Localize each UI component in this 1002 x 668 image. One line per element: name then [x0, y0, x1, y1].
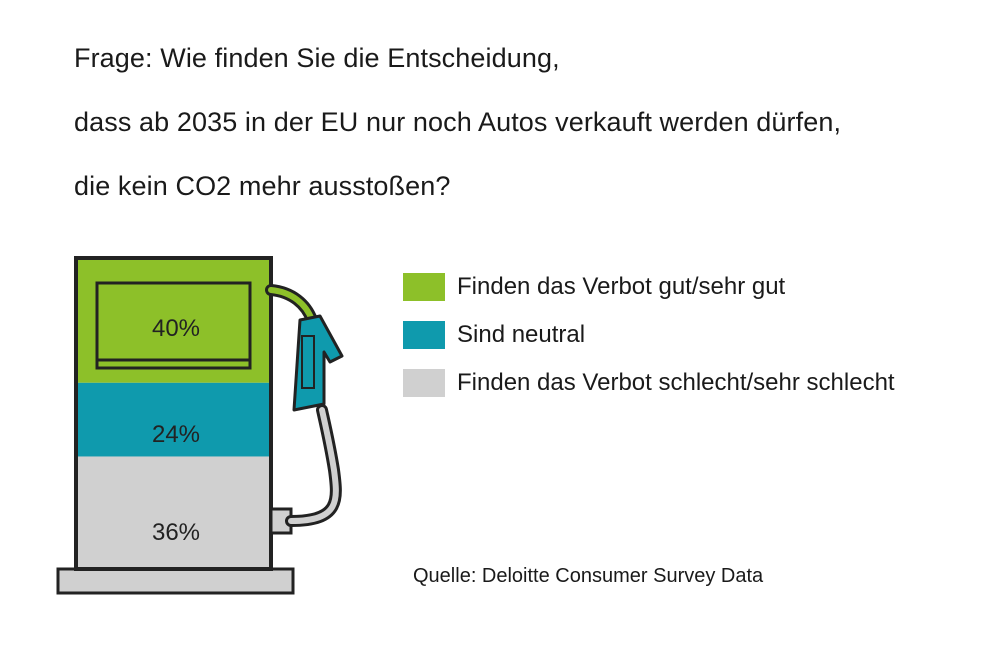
question-line-2: dass ab 2035 in der EU nur noch Autos ve…	[74, 107, 842, 137]
legend-item-gut: Finden das Verbot gut/sehr gut	[403, 268, 963, 306]
pump-base	[56, 567, 295, 595]
segment-schlecht	[78, 456, 269, 567]
segment-neutral	[78, 382, 269, 457]
nozzle-handle	[301, 335, 315, 389]
pump-body-outline	[74, 256, 273, 571]
legend-swatch-schlecht	[403, 369, 445, 397]
pump-display-screen	[95, 281, 252, 370]
value-label-neutral: 24%	[152, 421, 200, 448]
legend-item-schlecht: Finden das Verbot schlecht/sehr schlecht	[403, 364, 963, 402]
source-note: Quelle: Deloitte Consumer Survey Data	[413, 565, 764, 587]
legend-label-gut: Finden das Verbot gut/sehr gut	[457, 273, 786, 300]
legend-item-neutral: Sind neutral	[403, 316, 963, 354]
pump-segments	[78, 260, 269, 567]
segment-gut	[78, 260, 269, 383]
legend-swatch-gut	[403, 273, 445, 301]
nozzle-hose-fill	[268, 287, 315, 323]
question-line-1: Frage: Wie finden Sie die Entscheidung,	[74, 43, 560, 73]
fuel-hose-fill	[288, 407, 339, 524]
legend-label-neutral: Sind neutral	[457, 321, 586, 348]
legend-label-schlecht: Finden das Verbot schlecht/sehr schlecht	[457, 369, 895, 396]
legend-swatch-neutral	[403, 321, 445, 349]
value-label-gut: 40%	[152, 315, 200, 342]
value-label-schlecht: 36%	[152, 519, 200, 546]
question-line-3: die kein CO2 mehr ausstoßen?	[74, 171, 451, 201]
fuel-hose	[285, 404, 342, 527]
